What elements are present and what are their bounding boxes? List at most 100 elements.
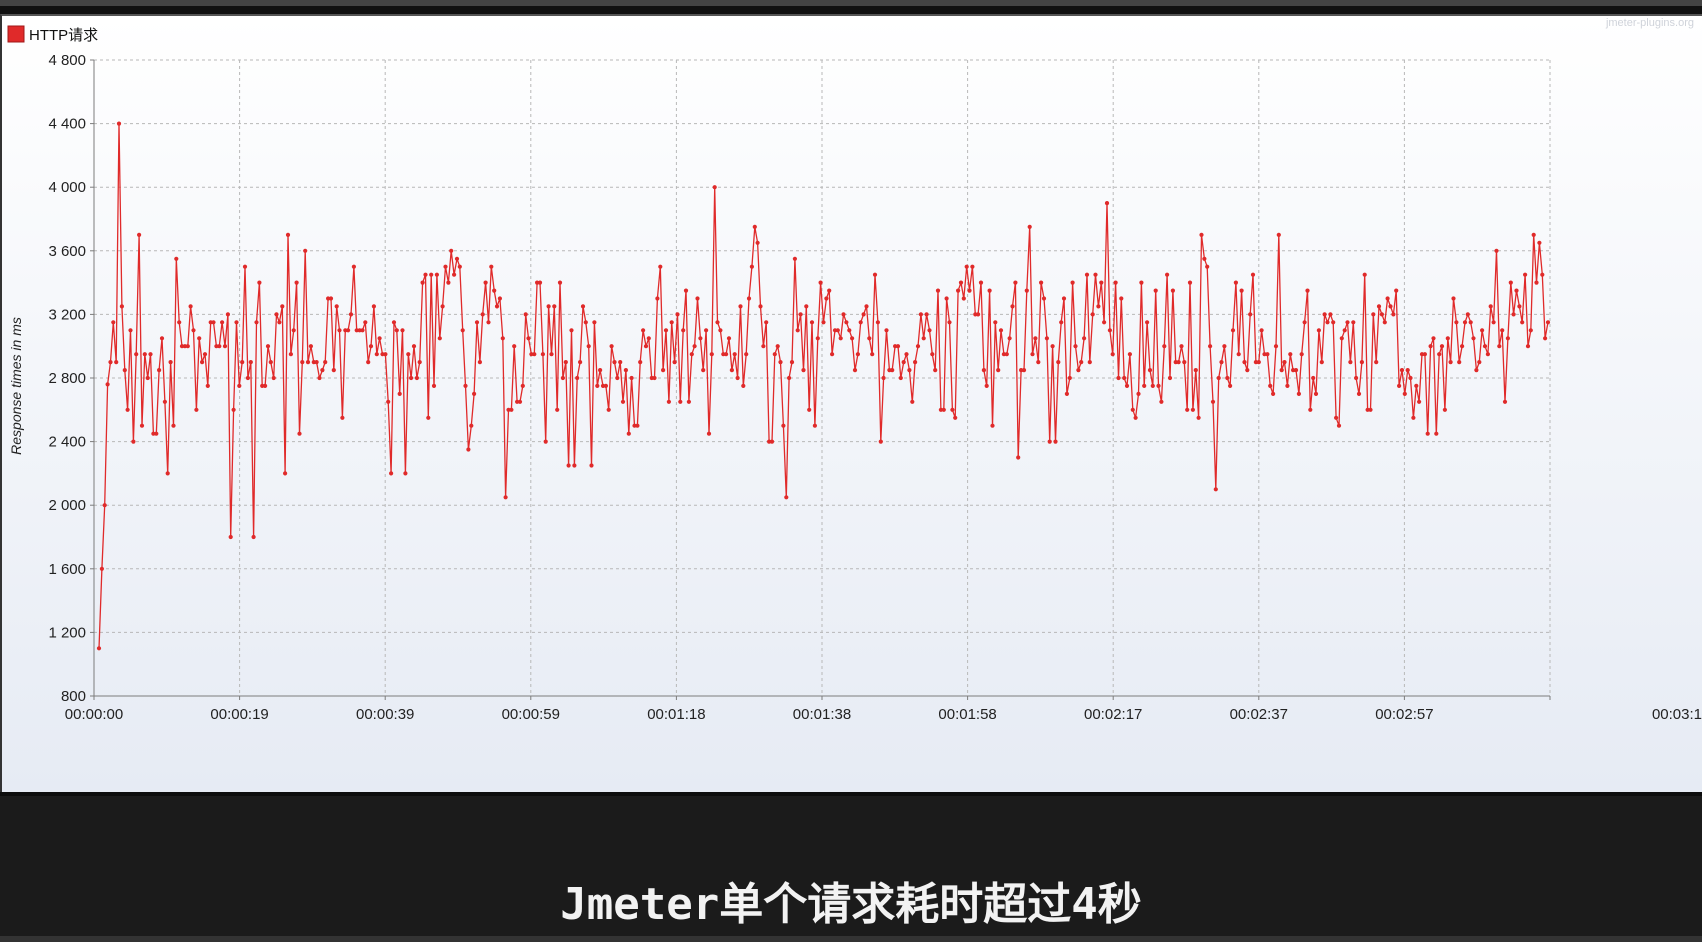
data-point — [1193, 368, 1198, 373]
data-point — [431, 383, 437, 388]
data-point — [429, 272, 434, 277]
data-point — [683, 288, 689, 293]
axes — [93, 60, 1550, 697]
chart-svg: 800 1 200 1 600 2 000 2 400 2 800 3 200 3 600 4 … — [7, 17, 1702, 723]
data-point — [291, 328, 296, 333]
data-point — [1007, 336, 1012, 341]
data-point — [125, 407, 130, 412]
data-point — [526, 336, 531, 341]
data-point — [726, 336, 732, 341]
data-point — [214, 344, 219, 349]
data-point — [1445, 336, 1450, 341]
data-point — [305, 360, 311, 365]
data-point — [1291, 368, 1296, 373]
data-point — [1405, 368, 1410, 373]
data-point — [1053, 439, 1058, 444]
data-point — [139, 423, 145, 428]
data-point — [486, 320, 491, 325]
data-point — [400, 328, 405, 333]
data-point — [1176, 360, 1181, 365]
data-point — [976, 312, 981, 317]
data-point — [1531, 232, 1536, 237]
data-point — [1205, 264, 1210, 269]
data-point — [970, 264, 975, 269]
data-point — [114, 360, 119, 365]
data-point — [635, 423, 640, 428]
data-point — [984, 383, 989, 388]
data-point — [993, 320, 998, 325]
data-point — [535, 280, 540, 285]
data-point — [1182, 360, 1187, 365]
data-point — [480, 312, 485, 317]
data-point — [512, 344, 517, 349]
data-point — [592, 320, 597, 325]
data-point — [411, 344, 417, 349]
data-point — [652, 375, 657, 381]
data-point — [1213, 487, 1218, 492]
data-point — [1110, 352, 1115, 357]
data-point — [105, 382, 110, 387]
caption-area — [0, 796, 1702, 942]
data-point — [772, 352, 777, 357]
data-point — [1285, 383, 1290, 388]
data-point — [171, 423, 176, 428]
data-point — [787, 375, 792, 381]
data-point — [1119, 296, 1124, 301]
data-point — [1328, 312, 1333, 317]
data-point — [1276, 232, 1281, 237]
data-point — [366, 360, 371, 365]
data-point — [383, 352, 388, 357]
data-point — [497, 296, 502, 301]
data-point — [240, 360, 245, 365]
x-tick-label: 00:01:38 — [793, 706, 851, 723]
data-point — [168, 360, 173, 365]
data-point — [1500, 328, 1505, 333]
data-point — [1302, 320, 1307, 325]
data-point — [761, 344, 766, 349]
response-time-chart: 800 1 200 1 600 2 000 2 400 2 800 3 200 3 600 4 … — [0, 14, 1702, 792]
top-border — [0, 0, 1702, 6]
data-point — [1019, 368, 1024, 373]
data-point — [1525, 344, 1531, 349]
data-point — [712, 185, 717, 190]
legend-swatch — [7, 25, 25, 43]
data-point — [406, 352, 411, 357]
data-point — [1397, 383, 1402, 388]
data-point — [546, 304, 551, 309]
data-point — [603, 383, 609, 388]
data-point — [600, 383, 606, 388]
data-point — [1528, 328, 1533, 333]
series-http-request — [96, 121, 1551, 651]
data-point — [1379, 312, 1384, 317]
data-point — [200, 360, 205, 365]
data-point — [529, 352, 534, 357]
data-point — [1485, 352, 1490, 357]
data-point — [380, 352, 385, 357]
y-tick-label: 3 200 — [48, 306, 86, 323]
data-point — [231, 407, 236, 412]
data-point — [242, 264, 248, 269]
data-point — [583, 320, 588, 325]
bottom-border — [0, 936, 1702, 942]
data-point — [589, 463, 594, 468]
data-point — [1411, 415, 1416, 420]
data-point — [1162, 344, 1167, 349]
data-point — [1250, 272, 1256, 277]
data-point — [277, 320, 282, 325]
data-point — [1253, 360, 1258, 365]
data-point — [1414, 383, 1419, 388]
data-point — [1248, 312, 1253, 317]
data-point — [1145, 320, 1150, 325]
data-point — [317, 375, 322, 381]
data-point — [457, 264, 462, 269]
data-point — [632, 423, 637, 428]
data-point — [397, 391, 402, 396]
data-point — [1279, 368, 1284, 373]
x-tick-label: 00:01:58 — [938, 706, 996, 723]
data-point — [549, 352, 554, 357]
data-point — [566, 463, 571, 468]
data-point — [964, 264, 969, 269]
data-point — [285, 232, 291, 237]
data-point — [131, 439, 136, 444]
data-point — [580, 304, 586, 309]
